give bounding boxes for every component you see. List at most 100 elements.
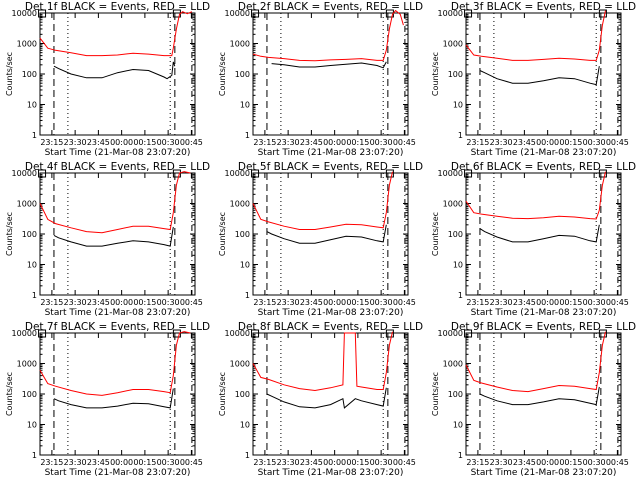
y-tick-label: 100 xyxy=(235,390,250,399)
x-tick-label: 00:30 xyxy=(157,138,180,147)
series-lld xyxy=(252,171,393,230)
x-tick-label: 00:45 xyxy=(393,298,416,307)
top-marker-square xyxy=(464,9,473,18)
y-axis-label: Counts/sec xyxy=(5,52,14,96)
x-axis-label: Start Time (21-Mar-08 23:07:20) xyxy=(471,308,617,318)
top-marker-square xyxy=(385,329,394,338)
x-tick-label: 00:30 xyxy=(157,298,180,307)
plot-frame xyxy=(252,12,409,136)
x-tick-label: 00:15 xyxy=(559,458,582,467)
series-events xyxy=(271,61,387,69)
x-tick-label: 00:45 xyxy=(606,458,629,467)
panel-det-5f: Det 5f BLACK = Events, RED = LLD 1 10 100 10… xyxy=(218,161,423,318)
x-tick-label: 00:00 xyxy=(536,138,559,147)
x-tick-label: 23:15 xyxy=(253,458,276,467)
y-tick-label: 1 xyxy=(245,451,250,460)
y-tick-label: 1000 xyxy=(230,360,250,369)
top-marker-square xyxy=(251,169,260,178)
series-lld xyxy=(39,331,191,396)
y-tick-label: 1 xyxy=(458,291,463,300)
y-axis-label: Counts/sec xyxy=(218,52,227,96)
panel-title: Det 1f BLACK = Events, RED = LLD xyxy=(25,1,210,13)
panel-title: Det 2f BLACK = Events, RED = LLD xyxy=(238,1,423,13)
x-axis-label: Start Time (21-Mar-08 23:07:20) xyxy=(471,468,617,478)
x-tick-label: 00:30 xyxy=(583,298,606,307)
plot-frame xyxy=(39,332,196,456)
y-tick-label: 10 xyxy=(453,261,463,270)
x-tick-label: 00:00 xyxy=(536,458,559,467)
y-tick-label: 10 xyxy=(240,421,250,430)
y-tick-label: 10 xyxy=(240,261,250,270)
x-tick-label: 23:45 xyxy=(300,298,323,307)
x-tick-label: 00:45 xyxy=(393,138,416,147)
x-axis-label: Start Time (21-Mar-08 23:07:20) xyxy=(258,148,404,158)
y-tick-label: 1 xyxy=(245,291,250,300)
y-tick-label: 10 xyxy=(240,101,250,110)
x-tick-label: 00:45 xyxy=(606,138,629,147)
y-tick-label: 1 xyxy=(32,291,37,300)
y-tick-label: 10 xyxy=(27,421,37,430)
y-tick-label: 100 xyxy=(22,70,37,79)
top-marker-square xyxy=(38,9,47,18)
y-tick-label: 1000 xyxy=(17,200,37,209)
series-lld xyxy=(252,331,393,392)
y-tick-label: 10000 xyxy=(12,169,37,178)
x-tick-label: 23:15 xyxy=(40,298,63,307)
x-axis-label: Start Time (21-Mar-08 23:07:20) xyxy=(258,468,404,478)
y-tick-label: 10000 xyxy=(438,329,463,338)
y-tick-label: 100 xyxy=(22,390,37,399)
y-tick-label: 1 xyxy=(245,131,250,140)
x-tick-label: 00:30 xyxy=(583,458,606,467)
top-marker-square xyxy=(464,169,473,178)
x-tick-label: 23:15 xyxy=(40,458,63,467)
x-tick-label: 23:45 xyxy=(87,138,110,147)
x-tick-label: 00:45 xyxy=(606,298,629,307)
x-tick-label: 23:15 xyxy=(466,298,489,307)
x-tick-label: 23:30 xyxy=(277,458,300,467)
x-tick-label: 00:00 xyxy=(323,458,346,467)
x-tick-label: 00:15 xyxy=(559,298,582,307)
x-tick-label: 00:45 xyxy=(180,138,203,147)
x-tick-label: 23:45 xyxy=(87,458,110,467)
x-tick-label: 00:00 xyxy=(323,298,346,307)
x-tick-label: 23:15 xyxy=(253,298,276,307)
y-tick-label: 10000 xyxy=(225,169,250,178)
x-tick-label: 00:00 xyxy=(536,298,559,307)
panel-det-6f: Det 6f BLACK = Events, RED = LLD 1 10 100 10… xyxy=(431,161,636,318)
x-tick-label: 00:15 xyxy=(346,458,369,467)
series-lld xyxy=(465,331,606,393)
top-marker-square xyxy=(385,169,394,178)
panel-title: Det 4f BLACK = Events, RED = LLD xyxy=(25,161,210,173)
x-tick-label: 00:45 xyxy=(180,458,203,467)
y-tick-label: 1 xyxy=(32,451,37,460)
top-marker-square xyxy=(598,169,607,178)
x-tick-label: 23:45 xyxy=(513,138,536,147)
x-tick-label: 23:30 xyxy=(490,458,513,467)
y-tick-label: 1000 xyxy=(230,200,250,209)
x-tick-label: 23:45 xyxy=(513,298,536,307)
x-axis-label: Start Time (21-Mar-08 23:07:20) xyxy=(258,308,404,318)
panel-det-9f: Det 9f BLACK = Events, RED = LLD 1 10 100 10… xyxy=(431,321,636,478)
y-tick-label: 100 xyxy=(448,70,463,79)
y-tick-label: 10 xyxy=(453,101,463,110)
y-tick-label: 10 xyxy=(453,421,463,430)
y-tick-label: 100 xyxy=(235,70,250,79)
x-axis-label: Start Time (21-Mar-08 23:07:20) xyxy=(471,148,617,158)
y-axis-label: Counts/sec xyxy=(431,212,440,256)
x-axis-label: Start Time (21-Mar-08 23:07:20) xyxy=(45,468,191,478)
x-tick-label: 00:30 xyxy=(370,458,393,467)
x-tick-label: 23:15 xyxy=(466,138,489,147)
x-tick-label: 00:30 xyxy=(370,298,393,307)
x-tick-label: 23:45 xyxy=(300,138,323,147)
y-tick-label: 1000 xyxy=(17,360,37,369)
y-tick-label: 10000 xyxy=(225,9,250,18)
x-tick-label: 00:15 xyxy=(133,138,156,147)
series-events xyxy=(266,387,387,409)
x-tick-label: 00:15 xyxy=(346,298,369,307)
y-tick-label: 100 xyxy=(235,230,250,239)
y-tick-label: 1000 xyxy=(17,40,37,49)
x-tick-label: 00:00 xyxy=(110,298,133,307)
panel-title: Det 5f BLACK = Events, RED = LLD xyxy=(238,161,423,173)
x-tick-label: 23:30 xyxy=(490,138,513,147)
